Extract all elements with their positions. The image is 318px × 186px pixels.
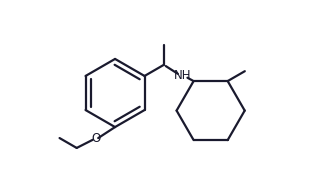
Text: O: O <box>91 132 100 145</box>
Text: NH: NH <box>174 69 191 82</box>
